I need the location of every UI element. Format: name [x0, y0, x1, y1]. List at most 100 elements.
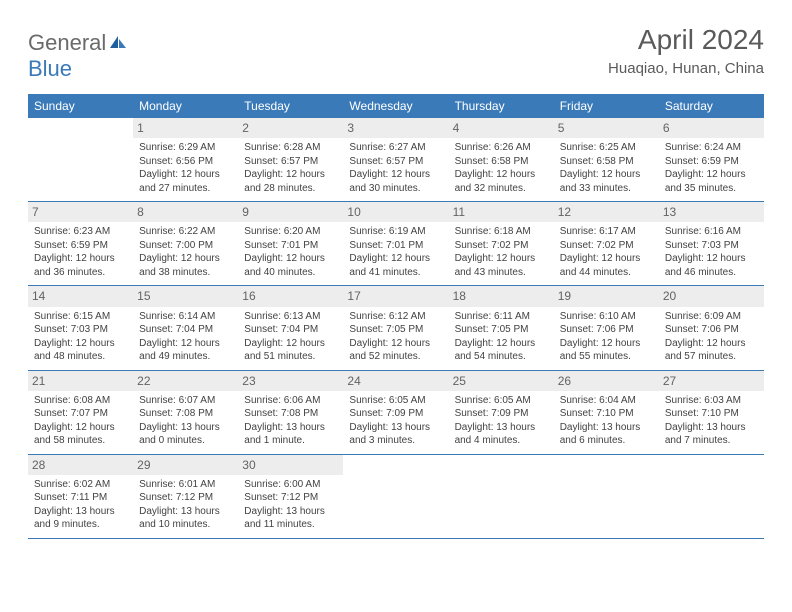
day-cell: 8Sunrise: 6:22 AMSunset: 7:00 PMDaylight…	[133, 202, 238, 286]
sunset-text: Sunset: 7:06 PM	[665, 323, 758, 337]
daylight-text: Daylight: 13 hours and 6 minutes.	[560, 421, 653, 448]
day-number: 7	[28, 202, 133, 222]
daylight-text: Daylight: 12 hours and 57 minutes.	[665, 337, 758, 364]
day-info: Sunrise: 6:28 AMSunset: 6:57 PMDaylight:…	[242, 141, 339, 195]
day-number: 9	[238, 202, 343, 222]
sunrise-text: Sunrise: 6:17 AM	[560, 225, 653, 239]
day-cell: 24Sunrise: 6:05 AMSunset: 7:09 PMDayligh…	[343, 370, 448, 454]
sunset-text: Sunset: 7:09 PM	[455, 407, 548, 421]
daylight-text: Daylight: 12 hours and 40 minutes.	[244, 252, 337, 279]
day-cell: 9Sunrise: 6:20 AMSunset: 7:01 PMDaylight…	[238, 202, 343, 286]
sunset-text: Sunset: 7:05 PM	[455, 323, 548, 337]
day-number: 23	[238, 371, 343, 391]
sunrise-text: Sunrise: 6:29 AM	[139, 141, 232, 155]
daylight-text: Daylight: 12 hours and 41 minutes.	[349, 252, 442, 279]
sunrise-text: Sunrise: 6:00 AM	[244, 478, 337, 492]
day-info: Sunrise: 6:01 AMSunset: 7:12 PMDaylight:…	[137, 478, 234, 532]
day-cell: 27Sunrise: 6:03 AMSunset: 7:10 PMDayligh…	[659, 370, 764, 454]
daylight-text: Daylight: 12 hours and 36 minutes.	[34, 252, 127, 279]
day-cell: 28 Sunrise: 6:02 AMSunset: 7:11 PMDayligh…	[28, 454, 133, 538]
sunset-text: Sunset: 7:01 PM	[349, 239, 442, 253]
title-block: April 2024 Huaqiao, Hunan, China	[608, 24, 764, 77]
sunrise-text: Sunrise: 6:24 AM	[665, 141, 758, 155]
sunrise-text: Sunrise: 6:10 AM	[560, 310, 653, 324]
day-info: Sunrise: 6:04 AMSunset: 7:10 PMDaylight:…	[558, 394, 655, 448]
day-info: Sunrise: 6:27 AMSunset: 6:57 PMDaylight:…	[347, 141, 444, 195]
dow-saturday: Saturday	[659, 94, 764, 118]
day-number: 18	[449, 286, 554, 306]
day-of-week-row: Sunday Monday Tuesday Wednesday Thursday…	[28, 94, 764, 118]
sunrise-text: Sunrise: 6:04 AM	[560, 394, 653, 408]
sunrise-text: Sunrise: 6:02 AM	[34, 478, 127, 492]
sunset-text: Sunset: 7:10 PM	[665, 407, 758, 421]
sunrise-text: Sunrise: 6:25 AM	[560, 141, 653, 155]
day-info: Sunrise: 6:16 AMSunset: 7:03 PMDaylight:…	[663, 225, 760, 279]
day-number: 28	[28, 455, 133, 475]
logo-word-2: Blue	[28, 56, 72, 81]
sunset-text: Sunset: 6:59 PM	[34, 239, 127, 253]
sunset-text: Sunset: 7:03 PM	[665, 239, 758, 253]
daylight-text: Daylight: 12 hours and 38 minutes.	[139, 252, 232, 279]
page-header: GeneralBlue April 2024 Huaqiao, Hunan, C…	[28, 24, 764, 82]
daylight-text: Daylight: 13 hours and 9 minutes.	[34, 505, 127, 532]
day-cell	[343, 454, 448, 538]
sunset-text: Sunset: 7:04 PM	[244, 323, 337, 337]
sunrise-text: Sunrise: 6:09 AM	[665, 310, 758, 324]
sunset-text: Sunset: 7:08 PM	[139, 407, 232, 421]
daylight-text: Daylight: 12 hours and 46 minutes.	[665, 252, 758, 279]
day-cell: 19Sunrise: 6:10 AMSunset: 7:06 PMDayligh…	[554, 286, 659, 370]
day-cell: 12Sunrise: 6:17 AMSunset: 7:02 PMDayligh…	[554, 202, 659, 286]
daylight-text: Daylight: 12 hours and 49 minutes.	[139, 337, 232, 364]
sunrise-text: Sunrise: 6:08 AM	[34, 394, 127, 408]
day-number: 14	[28, 286, 133, 306]
day-number: 8	[133, 202, 238, 222]
sunset-text: Sunset: 7:12 PM	[139, 491, 232, 505]
day-cell: 21Sunrise: 6:08 AMSunset: 7:07 PMDayligh…	[28, 370, 133, 454]
day-cell: 17Sunrise: 6:12 AMSunset: 7:05 PMDayligh…	[343, 286, 448, 370]
dow-sunday: Sunday	[28, 94, 133, 118]
dow-tuesday: Tuesday	[238, 94, 343, 118]
dow-wednesday: Wednesday	[343, 94, 448, 118]
daylight-text: Daylight: 12 hours and 55 minutes.	[560, 337, 653, 364]
day-number: 30	[238, 455, 343, 475]
day-number: 21	[28, 371, 133, 391]
sunrise-text: Sunrise: 6:03 AM	[665, 394, 758, 408]
calendar-body: 1Sunrise: 6:29 AMSunset: 6:56 PMDaylight…	[28, 118, 764, 538]
day-info: Sunrise: 6:25 AMSunset: 6:58 PMDaylight:…	[558, 141, 655, 195]
daylight-text: Daylight: 12 hours and 52 minutes.	[349, 337, 442, 364]
sunrise-text: Sunrise: 6:27 AM	[349, 141, 442, 155]
sunset-text: Sunset: 7:11 PM	[34, 491, 127, 505]
day-info: Sunrise: 6:12 AMSunset: 7:05 PMDaylight:…	[347, 310, 444, 364]
day-info: Sunrise: 6:02 AMSunset: 7:11 PMDaylight:…	[32, 478, 129, 532]
sunrise-text: Sunrise: 6:05 AM	[455, 394, 548, 408]
daylight-text: Daylight: 12 hours and 48 minutes.	[34, 337, 127, 364]
sunrise-text: Sunrise: 6:13 AM	[244, 310, 337, 324]
month-title: April 2024	[608, 24, 764, 56]
day-cell: 22Sunrise: 6:07 AMSunset: 7:08 PMDayligh…	[133, 370, 238, 454]
day-number: 24	[343, 371, 448, 391]
day-cell: 15Sunrise: 6:14 AMSunset: 7:04 PMDayligh…	[133, 286, 238, 370]
sunset-text: Sunset: 7:08 PM	[244, 407, 337, 421]
daylight-text: Daylight: 12 hours and 27 minutes.	[139, 168, 232, 195]
day-number: 19	[554, 286, 659, 306]
day-cell: 11Sunrise: 6:18 AMSunset: 7:02 PMDayligh…	[449, 202, 554, 286]
day-cell: 14Sunrise: 6:15 AMSunset: 7:03 PMDayligh…	[28, 286, 133, 370]
day-cell	[659, 454, 764, 538]
day-cell: 18Sunrise: 6:11 AMSunset: 7:05 PMDayligh…	[449, 286, 554, 370]
daylight-text: Daylight: 12 hours and 43 minutes.	[455, 252, 548, 279]
sunset-text: Sunset: 6:58 PM	[455, 155, 548, 169]
sunset-text: Sunset: 7:07 PM	[34, 407, 127, 421]
sunset-text: Sunset: 7:02 PM	[560, 239, 653, 253]
dow-thursday: Thursday	[449, 94, 554, 118]
logo-word-1: General	[28, 30, 106, 55]
day-cell: 2Sunrise: 6:28 AMSunset: 6:57 PMDaylight…	[238, 118, 343, 202]
week-row: 1Sunrise: 6:29 AMSunset: 6:56 PMDaylight…	[28, 118, 764, 202]
sunset-text: Sunset: 6:58 PM	[560, 155, 653, 169]
daylight-text: Daylight: 13 hours and 7 minutes.	[665, 421, 758, 448]
sunset-text: Sunset: 7:05 PM	[349, 323, 442, 337]
day-cell: 3Sunrise: 6:27 AMSunset: 6:57 PMDaylight…	[343, 118, 448, 202]
sunset-text: Sunset: 7:10 PM	[560, 407, 653, 421]
day-info: Sunrise: 6:17 AMSunset: 7:02 PMDaylight:…	[558, 225, 655, 279]
day-cell: 20Sunrise: 6:09 AMSunset: 7:06 PMDayligh…	[659, 286, 764, 370]
day-info: Sunrise: 6:03 AMSunset: 7:10 PMDaylight:…	[663, 394, 760, 448]
